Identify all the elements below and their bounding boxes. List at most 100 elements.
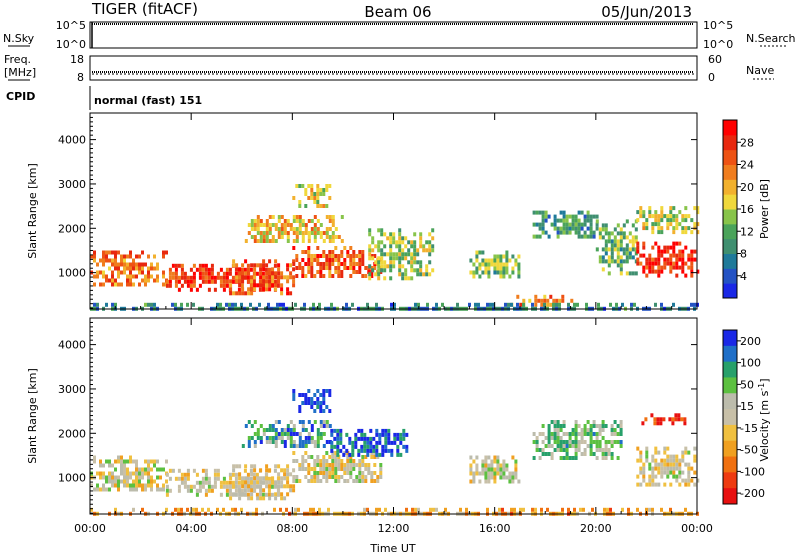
echo-cell xyxy=(672,261,676,266)
echo-cell xyxy=(481,262,485,267)
echo-cell xyxy=(373,254,377,258)
echo-cell xyxy=(630,302,633,307)
echo-cell xyxy=(405,444,409,449)
power-ylabel: Slant Range [km] xyxy=(26,163,39,259)
echo-cell xyxy=(393,440,397,445)
echo-cell xyxy=(352,250,356,254)
echo-cell xyxy=(268,279,272,284)
echo-cell xyxy=(313,192,317,196)
echo-cell xyxy=(642,241,646,246)
echo-cell xyxy=(319,401,323,405)
echo-cell xyxy=(574,456,578,460)
echo-cell xyxy=(648,466,652,471)
echo-cell xyxy=(165,492,169,497)
colorbar-swatch xyxy=(723,456,737,473)
echo-cell xyxy=(398,248,402,253)
echo-cell xyxy=(642,462,646,467)
echo-cell xyxy=(674,417,678,422)
echo-cell xyxy=(375,440,379,445)
echo-cell xyxy=(396,432,400,437)
echo-cell xyxy=(222,271,226,276)
echo-cell xyxy=(410,260,414,265)
echo-cell xyxy=(298,266,302,270)
echo-cell xyxy=(259,436,263,440)
echo-cell xyxy=(648,257,652,262)
echo-cell xyxy=(565,448,569,452)
echo-cell xyxy=(684,462,688,467)
echo-cell xyxy=(490,459,494,464)
echo-cell xyxy=(325,235,329,239)
echo-cell xyxy=(547,214,551,219)
echo-cell xyxy=(613,420,617,424)
echo-cell xyxy=(428,260,432,265)
echo-cell xyxy=(283,231,287,235)
echo-cell xyxy=(657,470,661,475)
echo-cell xyxy=(340,467,344,471)
echo-cell xyxy=(262,223,266,227)
echo-cell xyxy=(259,223,263,227)
echo-cell xyxy=(340,270,344,274)
echo-cell xyxy=(292,267,296,272)
nave-label: Nave xyxy=(746,64,774,77)
echo-cell xyxy=(431,236,435,241)
echo-cell xyxy=(301,274,305,278)
echo-cell xyxy=(244,424,248,428)
echo-cell xyxy=(541,452,545,456)
echo-cell xyxy=(574,230,578,235)
echo-cell xyxy=(331,223,335,227)
echo-cell xyxy=(177,275,181,280)
echo-cell xyxy=(262,275,266,280)
echo-cell xyxy=(253,287,257,292)
echo-cell xyxy=(319,266,323,270)
echo-cell xyxy=(297,507,300,512)
echo-cell xyxy=(678,222,682,227)
echo-cell xyxy=(687,253,691,258)
echo-cell xyxy=(352,479,356,483)
echo-cell xyxy=(105,274,108,279)
echo-cell xyxy=(295,479,299,483)
echo-cell xyxy=(225,480,229,485)
echo-cell xyxy=(150,475,153,480)
echo-cell xyxy=(316,188,320,192)
echo-cell xyxy=(660,466,664,471)
echo-cell xyxy=(339,448,343,453)
echo-cell xyxy=(292,484,296,489)
echo-cell xyxy=(619,235,623,240)
echo-cell xyxy=(277,235,281,239)
echo-cell xyxy=(319,393,323,397)
echo-cell xyxy=(259,424,263,428)
echo-cell xyxy=(277,227,281,231)
echo-cell xyxy=(162,487,165,492)
echo-cell xyxy=(277,279,281,284)
echo-cell xyxy=(348,452,352,457)
echo-cell xyxy=(247,484,251,489)
echo-cell xyxy=(490,475,494,480)
echo-cell xyxy=(668,417,672,422)
echo-cell xyxy=(117,270,120,275)
echo-cell xyxy=(277,464,281,469)
echo-cell xyxy=(534,294,538,299)
echo-cell xyxy=(207,275,211,280)
echo-cell xyxy=(186,488,190,493)
echo-cell xyxy=(574,420,578,424)
echo-cell xyxy=(493,459,497,464)
echo-cell xyxy=(553,214,557,219)
echo-cell xyxy=(286,492,290,497)
echo-cell xyxy=(416,248,420,253)
echo-cell xyxy=(392,256,396,261)
echo-cell xyxy=(319,432,323,436)
echo-cell xyxy=(475,254,479,259)
echo-cell xyxy=(469,258,473,263)
echo-cell xyxy=(234,492,238,497)
echo-cell xyxy=(105,487,108,492)
echo-cell xyxy=(303,302,306,307)
echo-cell xyxy=(678,462,682,467)
echo-cell xyxy=(487,463,491,468)
echo-cell xyxy=(325,227,329,231)
echo-cell xyxy=(316,397,320,401)
echo-cell xyxy=(292,246,296,250)
echo-cell xyxy=(331,254,335,258)
echo-cell xyxy=(601,267,605,272)
echo-cell xyxy=(355,270,359,274)
echo-cell xyxy=(428,244,432,249)
